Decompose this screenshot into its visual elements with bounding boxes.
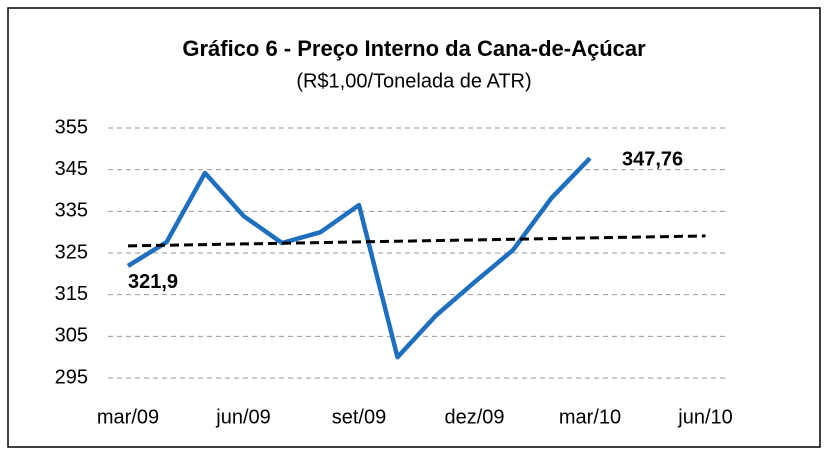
x-tick-label: jun/09 [215,406,271,428]
trend-line [127,234,706,248]
y-tick-label: 315 [55,283,88,305]
y-tick-label: 345 [55,158,88,180]
y-tick-label: 355 [55,116,88,138]
y-tick-label: 295 [55,366,88,388]
y-tick-label: 305 [55,325,88,347]
x-tick-label: mar/09 [97,406,159,428]
x-tick-label: mar/10 [559,406,621,428]
x-tick-label: dez/09 [444,406,504,428]
chart-subtitle: (R$1,00/Tonelada de ATR) [296,70,531,92]
y-tick-label: 335 [55,200,88,222]
chart-title: Gráfico 6 - Preço Interno da Cana-de-Açú… [182,36,646,61]
x-tick-label: jun/10 [677,406,733,428]
chart-border [7,7,821,448]
x-tick-label: set/09 [332,406,386,428]
data-label: 347,76 [622,148,683,170]
y-tick-label: 325 [55,241,88,263]
data-label: 321,9 [128,271,178,293]
data-line [126,156,592,360]
